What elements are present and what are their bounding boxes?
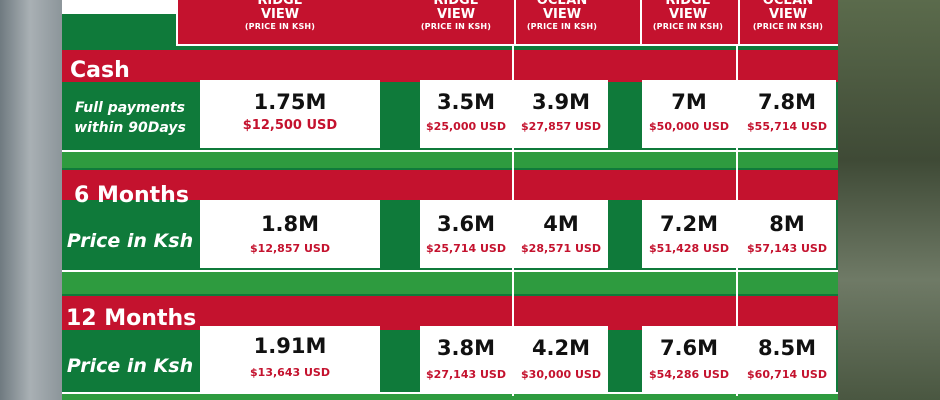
price-cell: 3.5M $25,000 USD: [420, 80, 512, 148]
column-header-5: OCEAN VIEW (PRICE IN KSH): [738, 0, 836, 44]
price-cell: 3.8M $27,143 USD: [420, 326, 512, 392]
row-6months-red-band: [62, 170, 838, 200]
row-6months-divider: [62, 272, 838, 294]
row-12months-red-band: [62, 296, 838, 330]
price-usd: $57,143 USD: [747, 242, 827, 255]
price-usd: $27,143 USD: [426, 368, 506, 381]
column-header-sub: (PRICE IN KSH): [244, 22, 316, 31]
price-ksh: 1.75M: [253, 90, 327, 114]
row-title: 12 Months: [66, 306, 197, 331]
price-cell: 1.91M $13,643 USD: [200, 326, 380, 392]
column-header-title: OCEAN: [762, 0, 814, 8]
column-header-sub: (PRICE IN KSH): [752, 22, 824, 31]
price-cell: 8.5M $60,714 USD: [738, 326, 836, 392]
price-usd: $12,500 USD: [242, 118, 338, 133]
price-cell: 3.6M $25,714 USD: [420, 200, 512, 268]
price-cell: 7.6M $54,286 USD: [642, 326, 736, 392]
price-ksh: 1.8M: [260, 212, 320, 236]
price-ksh: 3.9M: [531, 90, 591, 114]
column-header-title-2: VIEW: [436, 7, 476, 22]
price-usd: $13,643 USD: [250, 366, 330, 379]
price-cell: 7.8M $55,714 USD: [738, 80, 836, 148]
price-ksh: 8M: [769, 212, 805, 236]
column-header-title: RIDGE: [665, 0, 711, 8]
row-title: 6 Months: [74, 183, 189, 208]
price-cell: 7M $50,000 USD: [642, 80, 736, 148]
price-cell: 1.75M $12,500 USD: [200, 80, 380, 148]
row-subtitle-line1: Price in Ksh: [66, 355, 194, 377]
column-header-title-2: VIEW: [768, 7, 808, 22]
price-ksh: 7.2M: [659, 212, 719, 236]
row-cash-white-line: [62, 150, 838, 152]
row-subtitle: Price in Ksh: [62, 230, 198, 252]
price-ksh: 4M: [543, 212, 579, 236]
price-cell: 3.9M $27,857 USD: [514, 80, 608, 148]
price-ksh: 7.6M: [659, 336, 719, 360]
column-header-sub: (PRICE IN KSH): [652, 22, 724, 31]
price-usd: $25,714 USD: [426, 242, 506, 255]
header-band: [176, 0, 838, 46]
price-ksh: 4.2M: [531, 336, 591, 360]
price-cell: 4.2M $30,000 USD: [514, 326, 608, 392]
row-cash-red-band: [62, 50, 838, 82]
price-cell: 1.8M $12,857 USD: [200, 200, 380, 268]
column-header-title: RIDGE: [433, 0, 479, 8]
column-header-sub: (PRICE IN KSH): [526, 22, 598, 31]
price-cell: 4M $28,571 USD: [514, 200, 608, 268]
price-ksh: 7M: [671, 90, 707, 114]
row-subtitle-line1: Price in Ksh: [66, 230, 194, 252]
price-usd: $54,286 USD: [649, 368, 729, 381]
row-cash-divider: [62, 152, 838, 168]
column-header-title: OCEAN: [536, 0, 588, 8]
price-usd: $27,857 USD: [521, 120, 601, 133]
column-header-1: RIDGE VIEW (PRICE IN KSH): [180, 0, 380, 44]
column-header-title-2: VIEW: [260, 7, 300, 22]
column-header-title: RIDGE: [257, 0, 303, 8]
price-usd: $25,000 USD: [426, 120, 506, 133]
row-subtitle: Price in Ksh: [62, 355, 198, 377]
price-usd: $55,714 USD: [747, 120, 827, 133]
column-header-title-2: VIEW: [668, 7, 708, 22]
column-header-2: RIDGE VIEW (PRICE IN KSH): [404, 0, 508, 44]
price-cell: 8M $57,143 USD: [738, 200, 836, 268]
header-corner-green: [62, 14, 176, 46]
price-ksh: 3.8M: [436, 336, 496, 360]
column-separator: [512, 46, 514, 396]
price-usd: $12,857 USD: [250, 242, 330, 255]
row-subtitle-line2: within 90Days: [74, 120, 186, 136]
column-header-sub: (PRICE IN KSH): [420, 22, 492, 31]
row-subtitle-line1: Full payments: [75, 100, 185, 116]
price-ksh: 3.5M: [436, 90, 496, 114]
background-photo-right: [830, 0, 940, 400]
column-header-4: RIDGE VIEW (PRICE IN KSH): [640, 0, 734, 44]
row-6months-white-line: [62, 270, 838, 272]
price-ksh: 7.8M: [757, 90, 817, 114]
column-header-3: OCEAN VIEW (PRICE IN KSH): [514, 0, 608, 44]
row-12months-divider: [62, 394, 838, 400]
price-cell: 7.2M $51,428 USD: [642, 200, 736, 268]
header-corner-white: [62, 0, 176, 14]
row-subtitle: Full payments within 90Days: [62, 98, 198, 138]
column-header-title-2: VIEW: [542, 7, 582, 22]
price-ksh: 8.5M: [757, 336, 817, 360]
price-usd: $50,000 USD: [649, 120, 729, 133]
price-usd: $28,571 USD: [521, 242, 601, 255]
price-usd: $60,714 USD: [747, 368, 827, 381]
column-separator: [736, 46, 738, 396]
price-ksh: 3.6M: [436, 212, 496, 236]
price-usd: $30,000 USD: [521, 368, 601, 381]
row-title: Cash: [70, 58, 130, 83]
price-usd: $51,428 USD: [649, 242, 729, 255]
price-ksh: 1.91M: [253, 334, 327, 358]
row-12months-white-line: [62, 392, 838, 394]
